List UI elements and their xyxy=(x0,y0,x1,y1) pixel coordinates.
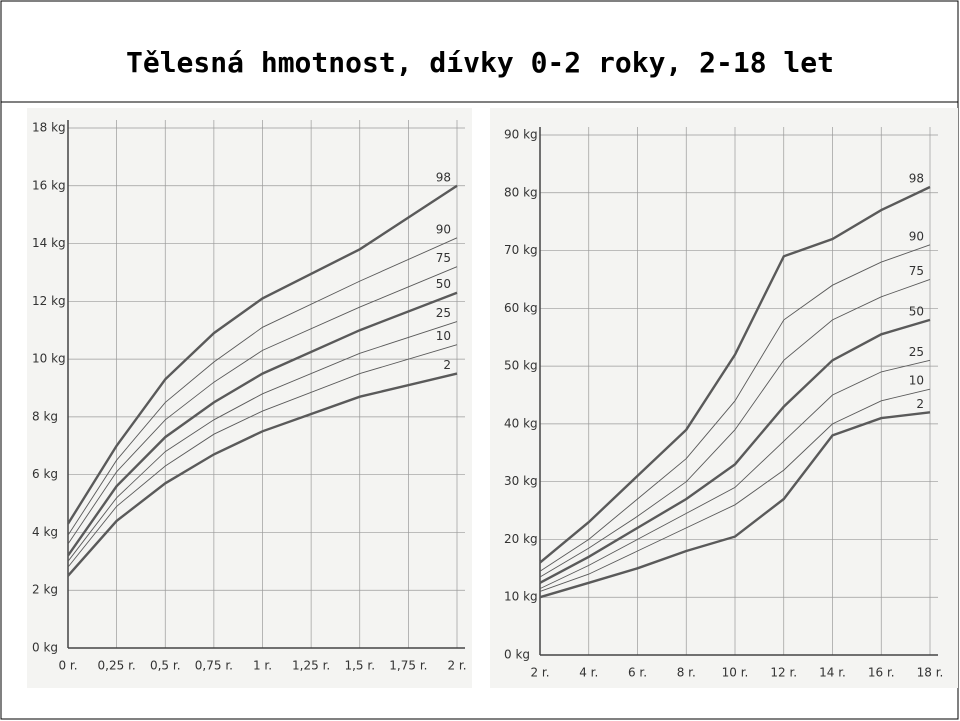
y-tick-label: 30 kg xyxy=(504,474,538,488)
y-tick-label: 6 kg xyxy=(32,467,58,481)
x-tick-label: 1,75 r. xyxy=(389,659,427,673)
x-tick-label: 14 r. xyxy=(819,666,846,680)
x-tick-label: 10 r. xyxy=(722,666,749,680)
percentile-line xyxy=(539,411,931,599)
y-tick-label: 10 kg xyxy=(32,352,66,366)
percentile-label: 98 xyxy=(909,172,924,186)
panel-left xyxy=(27,108,472,688)
percentile-label: 25 xyxy=(436,306,451,320)
y-tick-label: 20 kg xyxy=(504,532,538,546)
y-tick-label: 90 kg xyxy=(504,128,538,142)
x-tick-label: 4 r. xyxy=(579,666,598,680)
percentile-label: 10 xyxy=(909,374,924,388)
percentile-label: 2 xyxy=(443,358,451,372)
percentile-line xyxy=(67,237,458,536)
percentile-line xyxy=(66,184,458,525)
x-tick-label: 18 r. xyxy=(917,666,944,680)
x-tick-label: 6 r. xyxy=(628,666,647,680)
percentile-label: 50 xyxy=(909,304,924,318)
x-tick-label: 1,25 r. xyxy=(292,659,330,673)
x-tick-label: 2 r. xyxy=(530,666,549,680)
x-tick-label: 0,5 r. xyxy=(150,659,181,673)
y-tick-label: 10 kg xyxy=(504,590,538,604)
y-tick-label: 18 kg xyxy=(32,121,66,135)
y-tick-label: 2 kg xyxy=(32,583,58,597)
y-tick-label: 60 kg xyxy=(504,301,538,315)
x-tick-label: 2 r. xyxy=(447,659,466,673)
x-tick-label: 0,25 r. xyxy=(98,659,136,673)
panel-right xyxy=(490,108,958,688)
percentile-label: 50 xyxy=(436,277,451,291)
percentile-label: 75 xyxy=(909,264,924,278)
percentile-line xyxy=(539,388,931,592)
percentile-line xyxy=(539,278,931,578)
percentile-line xyxy=(67,321,458,562)
percentile-line xyxy=(539,359,931,590)
percentile-line xyxy=(67,372,458,577)
y-tick-label: 8 kg xyxy=(32,409,58,423)
percentile-line xyxy=(539,244,931,572)
y-tick-label: 14 kg xyxy=(32,236,66,250)
percentile-label: 90 xyxy=(436,222,451,236)
percentile-label: 98 xyxy=(436,170,451,184)
y-tick-label: 70 kg xyxy=(504,243,538,257)
y-tick-label: 80 kg xyxy=(504,185,538,199)
x-tick-label: 8 r. xyxy=(677,666,696,680)
percentile-line xyxy=(67,266,458,545)
y-tick-label: 40 kg xyxy=(504,416,538,430)
x-tick-label: 0,75 r. xyxy=(195,659,233,673)
percentile-label: 25 xyxy=(909,345,924,359)
x-tick-label: 12 r. xyxy=(770,666,797,680)
percentile-label: 2 xyxy=(916,397,924,411)
percentile-label: 90 xyxy=(909,229,924,243)
percentile-label: 75 xyxy=(436,251,451,265)
slide-title: Tělesná hmotnost, dívky 0-2 roky, 2-18 l… xyxy=(126,46,834,79)
x-tick-label: 1,5 r. xyxy=(344,659,375,673)
y-tick-label: 0 kg xyxy=(32,641,58,655)
y-tick-label: 16 kg xyxy=(32,178,66,192)
y-tick-label: 50 kg xyxy=(504,359,538,373)
x-tick-label: 1 r. xyxy=(253,659,272,673)
percentile-line xyxy=(539,185,931,564)
y-tick-label: 12 kg xyxy=(32,294,66,308)
y-tick-label: 0 kg xyxy=(504,648,530,662)
percentile-label: 10 xyxy=(436,329,451,343)
x-tick-label: 0 r. xyxy=(58,659,77,673)
percentile-line xyxy=(67,291,458,557)
y-tick-label: 4 kg xyxy=(32,525,58,539)
percentile-line xyxy=(539,318,931,584)
percentile-line xyxy=(67,344,458,568)
x-tick-label: 16 r. xyxy=(868,666,895,680)
